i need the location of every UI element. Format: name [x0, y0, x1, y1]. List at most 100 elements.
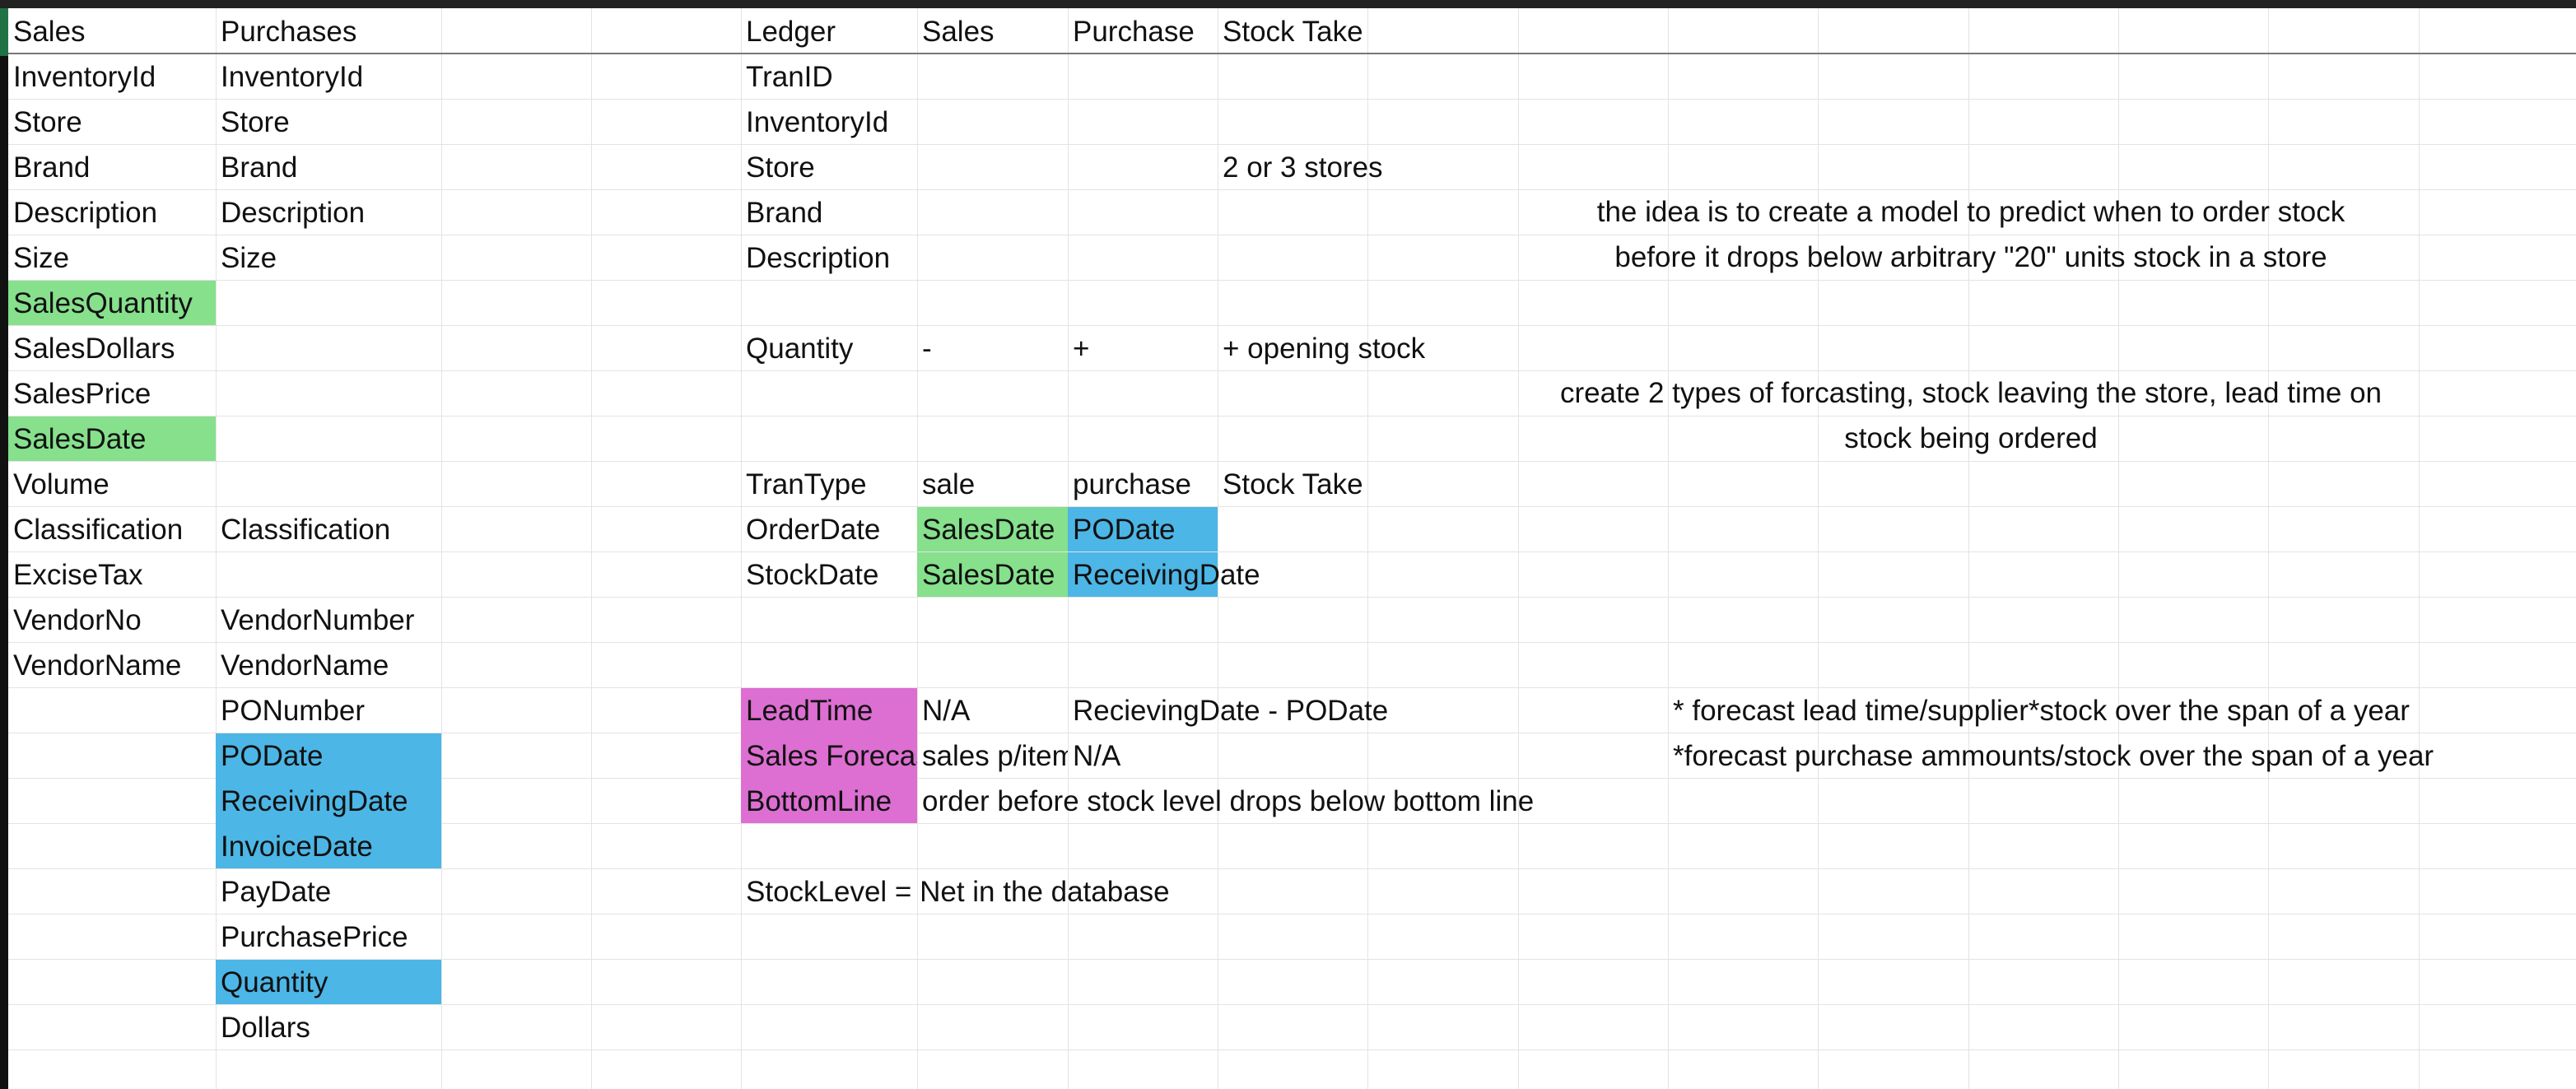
ledger-quantity[interactable]: Quantity: [746, 333, 854, 365]
sales-field-cell[interactable]: VendorNo: [13, 604, 142, 636]
column-gridline: [741, 8, 742, 1089]
ledger-stock-level[interactable]: StockLevel = Net in the database: [746, 876, 1170, 908]
ledger-tran-type-sales[interactable]: sale: [922, 468, 976, 500]
purchase-field-cell[interactable]: ReceivingDate: [221, 785, 408, 817]
column-gridline: [1818, 8, 1819, 1089]
purchase-field-cell[interactable]: VendorNumber: [221, 604, 415, 636]
ledger-lead-time-sales[interactable]: N/A: [922, 695, 971, 727]
ledger-order-date-purchase[interactable]: PODate: [1073, 514, 1176, 546]
ledger-quantity-stock-take[interactable]: + opening stock: [1223, 333, 1426, 365]
ledger-inventory-id[interactable]: InventoryId: [746, 106, 889, 138]
highlight-po-dates: [216, 733, 441, 868]
column-gridline: [1367, 8, 1368, 1089]
header-ledger[interactable]: Ledger: [746, 16, 836, 48]
ledger-description[interactable]: Description: [746, 242, 891, 274]
ledger-sales-forecast-purchase[interactable]: N/A: [1073, 740, 1121, 772]
sales-field-cell[interactable]: ExciseTax: [13, 559, 143, 591]
highlight-sales-date: [8, 417, 216, 461]
row-gridline: [8, 687, 2576, 688]
column-gridline: [591, 8, 592, 1089]
ledger-brand[interactable]: Brand: [746, 197, 823, 229]
purchase-field-cell[interactable]: PayDate: [221, 876, 332, 908]
purchase-field-cell[interactable]: PurchasePrice: [221, 921, 408, 953]
purchase-field-cell[interactable]: Size: [221, 242, 277, 274]
ledger-tran-id[interactable]: TranID: [746, 61, 833, 93]
ledger-quantity-purchase[interactable]: +: [1073, 333, 1090, 365]
ledger-store-note[interactable]: 2 or 3 stores: [1223, 151, 1383, 184]
ledger-tran-type[interactable]: TranType: [746, 468, 867, 500]
sales-field-cell[interactable]: SalesDate: [13, 423, 147, 455]
purchase-field-cell[interactable]: Classification: [221, 514, 391, 546]
row-gridline: [8, 370, 2576, 371]
sales-field-cell[interactable]: Volume: [13, 468, 109, 500]
ledger-order-date[interactable]: OrderDate: [746, 514, 881, 546]
active-row-marker: [0, 8, 8, 56]
ledger-tran-type-stock-take[interactable]: Stock Take: [1223, 468, 1363, 500]
column-gridline: [2118, 8, 2119, 1089]
ledger-stock-date[interactable]: StockDate: [746, 559, 879, 591]
ledger-stock-date-purchase[interactable]: ReceivingDate: [1073, 559, 1260, 591]
ledger-lead-time[interactable]: LeadTime: [746, 695, 873, 727]
purchase-field-cell[interactable]: PONumber: [221, 695, 366, 727]
purchase-field-cell[interactable]: Store: [221, 106, 290, 138]
row-header-strip: [0, 8, 8, 1089]
header-sales[interactable]: Sales: [13, 16, 86, 48]
row-gridline: [8, 280, 2576, 281]
sales-field-cell[interactable]: Brand: [13, 151, 91, 184]
purchase-field-cell[interactable]: Description: [221, 197, 366, 229]
sales-field-cell[interactable]: SalesQuantity: [13, 287, 193, 319]
sales-field-cell[interactable]: Size: [13, 242, 70, 274]
highlight-stock-date-purchase: [1068, 552, 1218, 597]
ledger-bottom-line-note[interactable]: order before stock level drops below bot…: [922, 785, 1535, 817]
purchase-field-cell[interactable]: Quantity: [221, 966, 328, 998]
purchase-field-cell[interactable]: VendorName: [221, 649, 389, 682]
purchase-field-cell[interactable]: Dollars: [221, 1012, 310, 1044]
sales-field-cell[interactable]: Classification: [13, 514, 184, 546]
row-gridline: [8, 99, 2576, 100]
sales-field-cell[interactable]: SalesDollars: [13, 333, 175, 365]
row-gridline: [8, 642, 2576, 643]
sales-field-cell[interactable]: InventoryId: [13, 61, 156, 93]
header-ledger-sales[interactable]: Sales: [922, 16, 995, 48]
ledger-bottom-line[interactable]: BottomLine: [746, 785, 892, 817]
sales-field-cell[interactable]: Description: [13, 197, 158, 229]
purchase-field-cell[interactable]: InvoiceDate: [221, 831, 373, 863]
sales-field-cell[interactable]: Store: [13, 106, 82, 138]
sales-field-cell[interactable]: SalesPrice: [13, 378, 151, 410]
row-gridline: [8, 551, 2576, 552]
row-gridline: [8, 597, 2576, 598]
ledger-sales-forecast[interactable]: Sales Forecast: [746, 740, 917, 772]
ledger-store[interactable]: Store: [746, 151, 815, 184]
ledger-sales-forecast-sales[interactable]: sales p/item: [922, 740, 1068, 772]
column-gridline: [1968, 8, 1969, 1089]
highlight-purchase-quantity: [216, 960, 441, 1004]
note-idea-line1: the idea is to create a model to predict…: [1596, 196, 2345, 228]
row-gridline: [8, 325, 2576, 326]
column-gridline: [2268, 8, 2269, 1089]
note-lead-forecast[interactable]: * forecast lead time/supplier*stock over…: [1673, 695, 2410, 727]
ledger-quantity-sales[interactable]: -: [922, 333, 932, 365]
header-purchases[interactable]: Purchases: [221, 16, 357, 48]
highlight-stock-date-sales: [917, 552, 1068, 597]
header-ledger-stock-take[interactable]: Stock Take: [1223, 16, 1363, 48]
header-row-border: [8, 53, 2576, 54]
highlight-order-date-purchase: [1068, 507, 1218, 551]
ledger-tran-type-purchase[interactable]: purchase: [1073, 468, 1191, 500]
column-gridline: [2419, 8, 2420, 1089]
header-ledger-purchase[interactable]: Purchase: [1073, 16, 1195, 48]
note-purchase-forecast[interactable]: *forecast purchase ammounts/stock over t…: [1673, 740, 2434, 772]
highlight-order-date-sales: [917, 507, 1068, 551]
row-gridline: [8, 416, 2576, 417]
row-gridline: [8, 823, 2576, 824]
ledger-lead-time-purchase[interactable]: RecievingDate - PODate: [1073, 695, 1389, 727]
ledger-order-date-sales[interactable]: SalesDate: [922, 514, 1055, 546]
ledger-stock-date-sales[interactable]: SalesDate: [922, 559, 1055, 591]
sales-field-cell[interactable]: VendorName: [13, 649, 182, 682]
purchase-field-cell[interactable]: PODate: [221, 740, 324, 772]
spreadsheet-grid[interactable]: Sales Purchases Ledger Sales Purchase St…: [8, 8, 2576, 1089]
purchase-field-cell[interactable]: InventoryId: [221, 61, 364, 93]
row-gridline: [8, 189, 2576, 190]
purchase-field-cell[interactable]: Brand: [221, 151, 298, 184]
column-gridline: [1668, 8, 1669, 1089]
highlight-sales-quantity: [8, 281, 216, 325]
